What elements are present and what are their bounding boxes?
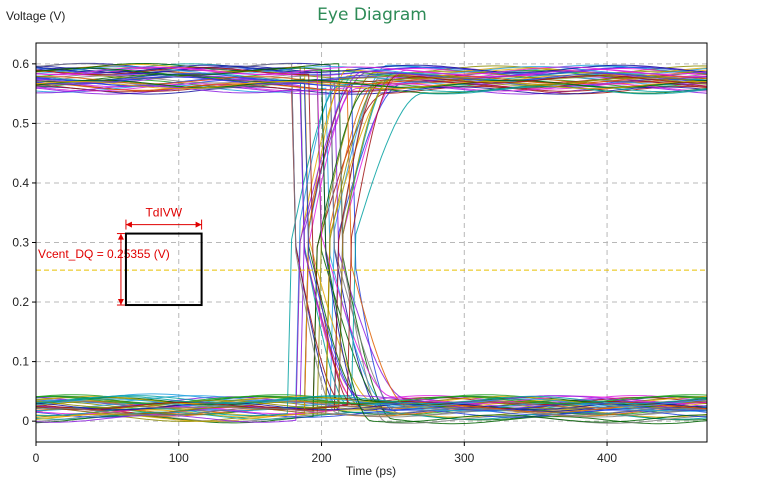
tdivw-arrowhead-right <box>195 221 202 228</box>
chart-title: Eye Diagram <box>317 5 427 25</box>
eye-trace <box>36 396 707 405</box>
x-tick-label: 400 <box>597 451 617 465</box>
x-tick-label: 300 <box>454 451 474 465</box>
y-tick-label: 0.2 <box>12 295 29 309</box>
y-axis-label: Voltage (V) <box>6 9 65 23</box>
y-tick-label: 0.5 <box>12 116 29 130</box>
y-tick-label: 0.6 <box>12 57 29 71</box>
vdivw-arrowhead-top <box>117 233 124 240</box>
vdivw-arrowhead-bottom <box>117 299 124 306</box>
eye-trace <box>36 82 707 413</box>
x-tick-label: 100 <box>169 451 189 465</box>
eye-trace <box>36 67 707 423</box>
tdivw-arrowhead-left <box>125 221 132 228</box>
eye-trace <box>36 73 707 82</box>
eye-trace <box>36 76 707 100</box>
eye-trace <box>36 66 707 75</box>
y-tick-label: 0.1 <box>12 355 29 369</box>
eye-trace <box>36 395 707 404</box>
eye-traces <box>36 62 707 425</box>
eye-trace <box>36 63 707 425</box>
x-axis-label: Time (ps) <box>346 464 396 478</box>
y-tick-label: 0 <box>22 414 29 428</box>
y-tick-label: 0.3 <box>12 236 29 250</box>
eye-trace <box>36 81 707 424</box>
x-tick-label: 0 <box>33 451 40 465</box>
annotations: Vcent_DQ = 0.25355 (V) TdIVW <box>36 206 707 307</box>
plot-frame <box>35 42 708 443</box>
vcent-dq-label: Vcent_DQ = 0.25355 (V) <box>38 247 170 261</box>
eye-trace <box>36 81 707 90</box>
tdivw-box <box>124 232 203 307</box>
eye-trace <box>36 75 707 410</box>
eye-trace <box>36 86 707 404</box>
eye-trace <box>36 407 707 416</box>
eye-trace <box>36 77 707 408</box>
x-tick-label: 200 <box>312 451 332 465</box>
eye-trace <box>36 79 707 88</box>
eye-trace <box>36 64 707 73</box>
eye-trace <box>36 70 707 423</box>
eye-trace <box>36 67 707 404</box>
tdivw-label: TdIVW <box>145 206 182 220</box>
axis-ticks: 0 100 200 300 400 0 0.1 0.2 0.3 0.4 0.5 0.6 <box>12 57 617 465</box>
y-tick-label: 0.4 <box>12 176 29 190</box>
eye-trace <box>36 66 707 75</box>
